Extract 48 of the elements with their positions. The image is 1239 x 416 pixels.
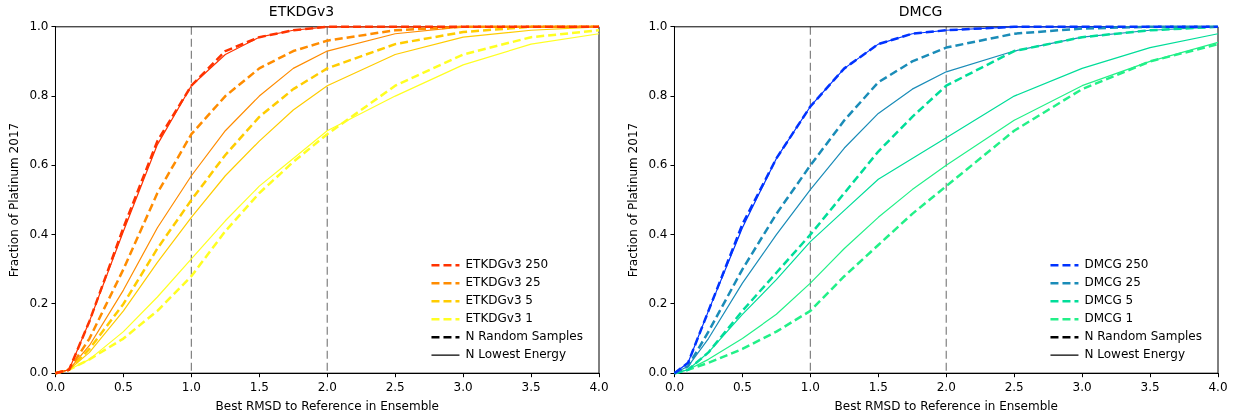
legend-label: DMCG 250 xyxy=(1084,257,1149,272)
y-tick-label: 0.6 xyxy=(648,157,668,172)
y-axis-title: Fraction of Platinum 2017 xyxy=(626,122,641,278)
legend-label: DMCG 1 xyxy=(1084,311,1134,326)
legend-label: ETKDGv3 25 xyxy=(465,275,541,290)
legend-label: N Lowest Energy xyxy=(1084,347,1186,362)
y-tick-label: 0.0 xyxy=(648,365,668,380)
y-tick-label: 1.0 xyxy=(29,18,49,33)
legend-label: ETKDGv3 1 xyxy=(465,311,533,326)
legend-label: N Lowest Energy xyxy=(465,347,567,362)
y-tick-label: 0.2 xyxy=(29,296,49,311)
x-tick-label: 0.5 xyxy=(113,379,133,394)
x-tick-label: 3.5 xyxy=(1140,379,1160,394)
chart-title: DMCG xyxy=(898,3,943,20)
x-tick-label: 2.0 xyxy=(317,379,337,394)
x-tick-label: 1.0 xyxy=(800,379,820,394)
y-tick-label: 1.0 xyxy=(648,18,668,33)
x-tick-label: 0.5 xyxy=(732,379,752,394)
y-tick-label: 0.4 xyxy=(648,226,668,241)
x-tick-label: 3.0 xyxy=(1072,379,1092,394)
y-tick-label: 0.6 xyxy=(29,157,49,172)
x-tick-label: 1.5 xyxy=(868,379,888,394)
x-tick-label: 0.0 xyxy=(45,379,66,394)
x-tick-label: 2.0 xyxy=(936,379,956,394)
legend-label: N Random Samples xyxy=(465,329,584,344)
x-tick-label: 3.5 xyxy=(521,379,541,394)
chart-title: ETKDGv3 xyxy=(268,3,335,20)
x-axis-title: Best RMSD to Reference in Ensemble xyxy=(215,398,439,413)
y-tick-label: 0.8 xyxy=(648,88,668,103)
x-tick-label: 1.5 xyxy=(249,379,269,394)
x-tick-label: 2.5 xyxy=(385,379,405,394)
legend-label: DMCG 5 xyxy=(1084,293,1134,308)
y-tick-label: 0.8 xyxy=(29,88,49,103)
x-tick-label: 0.0 xyxy=(664,379,685,394)
y-axis-title: Fraction of Platinum 2017 xyxy=(7,122,22,278)
legend-label: DMCG 25 xyxy=(1084,275,1141,290)
y-tick-label: 0.4 xyxy=(29,226,49,241)
legend-label: ETKDGv3 5 xyxy=(465,293,533,308)
x-tick-label: 3.0 xyxy=(453,379,473,394)
legend-label: N Random Samples xyxy=(1084,329,1203,344)
x-tick-label: 1.0 xyxy=(181,379,201,394)
x-tick-label: 2.5 xyxy=(1004,379,1024,394)
x-tick-label: 4.0 xyxy=(1208,379,1228,394)
x-tick-label: 4.0 xyxy=(589,379,609,394)
legend-label: ETKDGv3 250 xyxy=(465,257,549,272)
y-tick-label: 0.0 xyxy=(29,365,49,380)
y-tick-label: 0.2 xyxy=(648,296,668,311)
x-axis-title: Best RMSD to Reference in Ensemble xyxy=(834,398,1058,413)
